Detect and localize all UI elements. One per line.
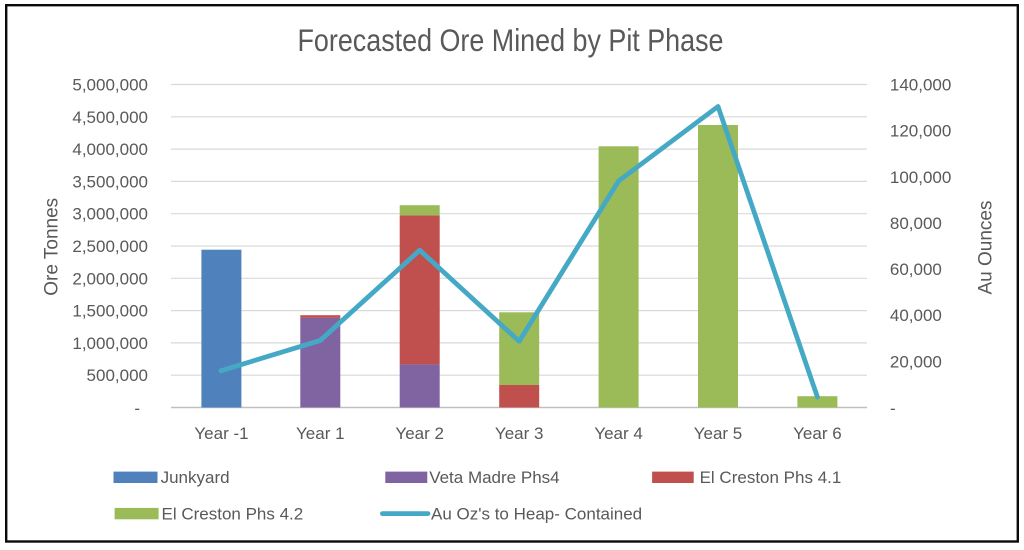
svg-text:3,500,000: 3,500,000 [72, 172, 148, 191]
svg-text:40,000: 40,000 [890, 306, 942, 325]
svg-text:Forecasted Ore Mined by Pit Ph: Forecasted Ore Mined by Pit Phase [298, 22, 724, 58]
svg-text:1,500,000: 1,500,000 [72, 302, 148, 321]
svg-text:80,000: 80,000 [890, 214, 942, 233]
svg-text:Veta Madre Phs4: Veta Madre Phs4 [429, 468, 559, 487]
svg-text:20,000: 20,000 [890, 352, 942, 371]
svg-text:Year -1: Year -1 [194, 424, 248, 443]
svg-text:2,500,000: 2,500,000 [72, 237, 148, 256]
svg-text:120,000: 120,000 [890, 122, 951, 141]
svg-text:Year 4: Year 4 [594, 424, 643, 443]
svg-text:Year 3: Year 3 [495, 424, 544, 443]
svg-text:140,000: 140,000 [890, 76, 951, 95]
svg-text:-: - [134, 399, 140, 418]
svg-text:Au Oz's to Heap- Contained: Au Oz's to Heap- Contained [431, 504, 642, 523]
svg-text:Year 6: Year 6 [793, 424, 842, 443]
svg-text:4,500,000: 4,500,000 [72, 108, 148, 127]
svg-text:-: - [890, 399, 896, 418]
svg-text:El Creston Phs 4.2: El Creston Phs 4.2 [162, 504, 304, 523]
svg-text:Ore Tonnes: Ore Tonnes [42, 198, 63, 296]
svg-text:500,000: 500,000 [87, 366, 148, 385]
svg-text:Year 5: Year 5 [694, 424, 743, 443]
svg-text:El Creston Phs 4.1: El Creston Phs 4.1 [700, 468, 842, 487]
svg-text:60,000: 60,000 [890, 260, 942, 279]
svg-text:Au Ounces: Au Ounces [976, 201, 997, 295]
svg-text:Year 1: Year 1 [296, 424, 345, 443]
svg-text:Year 2: Year 2 [395, 424, 444, 443]
svg-text:1,000,000: 1,000,000 [72, 334, 148, 353]
svg-text:5,000,000: 5,000,000 [72, 76, 148, 95]
svg-text:2,000,000: 2,000,000 [72, 269, 148, 288]
svg-text:4,000,000: 4,000,000 [72, 140, 148, 159]
svg-text:100,000: 100,000 [890, 168, 951, 187]
svg-text:3,000,000: 3,000,000 [72, 205, 148, 224]
svg-text:Junkyard: Junkyard [161, 468, 230, 487]
